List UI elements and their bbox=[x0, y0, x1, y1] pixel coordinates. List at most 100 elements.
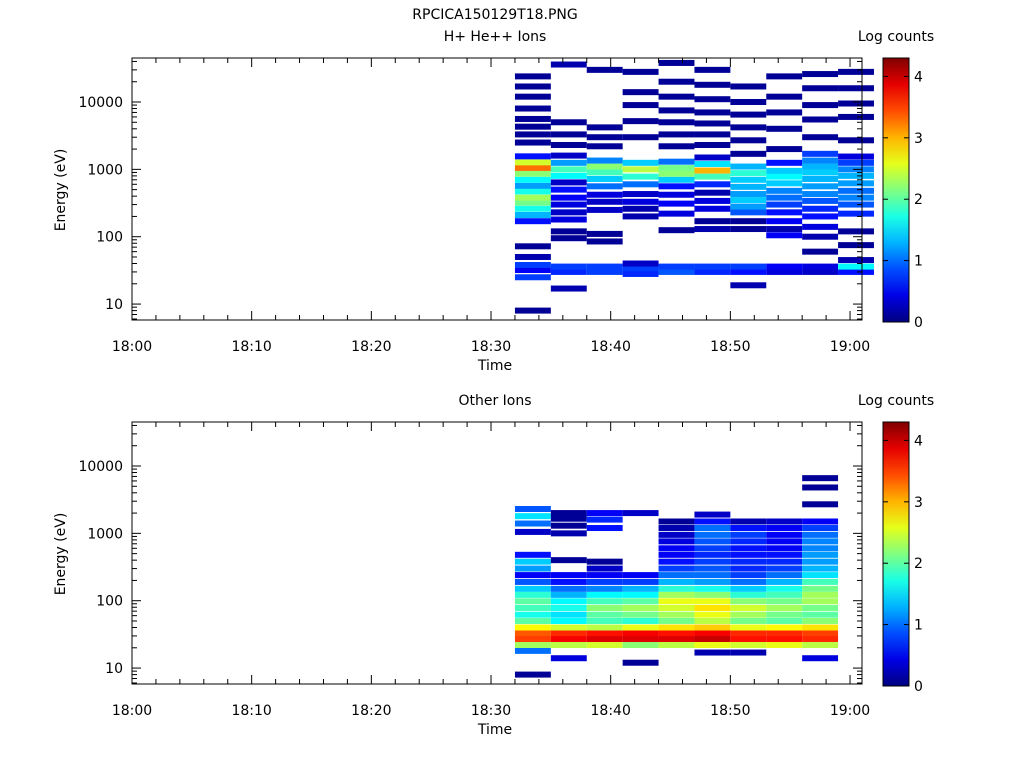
x-tick-label: 18:20 bbox=[351, 703, 391, 719]
heatmap-cell bbox=[550, 572, 587, 579]
heatmap-cell bbox=[586, 268, 623, 275]
heatmap-cell bbox=[622, 617, 659, 624]
heatmap-cell bbox=[658, 591, 695, 598]
heatmap-cell bbox=[766, 226, 803, 233]
heatmap-cell bbox=[802, 263, 839, 270]
heatmap-cell bbox=[766, 591, 803, 598]
heatmap-cell bbox=[802, 578, 839, 585]
heatmap-cell bbox=[694, 598, 731, 605]
heatmap-cell bbox=[766, 268, 803, 275]
heatmap-cell bbox=[586, 183, 623, 190]
heatmap-cell bbox=[550, 235, 587, 242]
heatmap-cell bbox=[766, 93, 803, 100]
heatmap-cell bbox=[802, 175, 839, 182]
heatmap-cell bbox=[802, 598, 839, 605]
heatmap-cell bbox=[766, 630, 803, 637]
heatmap-cell bbox=[550, 159, 587, 166]
heatmap-cell bbox=[802, 484, 839, 491]
heatmap-cell bbox=[838, 153, 874, 160]
heatmap-cell bbox=[550, 611, 587, 618]
heatmap-cell bbox=[802, 518, 839, 525]
heatmap-cell bbox=[658, 227, 695, 234]
heatmap-cell bbox=[586, 591, 623, 598]
heatmap-cell bbox=[730, 163, 767, 170]
panel-2-colorbar: 0 1 2 3 4 bbox=[882, 421, 923, 695]
heatmap-cell bbox=[766, 201, 803, 208]
heatmap-cell bbox=[694, 585, 731, 592]
heatmap-cell bbox=[658, 611, 695, 618]
heatmap-cell bbox=[802, 213, 839, 220]
panel-1-y-ticks: 10 100 1000 10000 bbox=[78, 60, 862, 320]
heatmap-cell bbox=[550, 179, 587, 186]
heatmap-cell bbox=[730, 545, 767, 552]
heatmap-cell bbox=[622, 659, 659, 666]
heatmap-cell bbox=[694, 109, 731, 116]
x-tick-label: 18:40 bbox=[591, 703, 631, 719]
heatmap-cell bbox=[550, 119, 587, 126]
heatmap-cell bbox=[730, 538, 767, 545]
heatmap-cell bbox=[586, 630, 623, 637]
heatmap-cell bbox=[802, 163, 839, 170]
heatmap-cell bbox=[730, 170, 767, 177]
heatmap-cell bbox=[838, 85, 874, 92]
heatmap-cell bbox=[766, 109, 803, 116]
heatmap-cell bbox=[802, 558, 839, 565]
heatmap-cell bbox=[802, 545, 839, 552]
y-tick-label: 10 bbox=[105, 661, 123, 677]
heatmap-cell bbox=[838, 68, 874, 75]
heatmap-cell bbox=[622, 578, 659, 585]
heatmap-cell bbox=[802, 71, 839, 78]
heatmap-cell bbox=[838, 194, 874, 201]
heatmap-cell bbox=[766, 173, 803, 180]
heatmap-cell bbox=[766, 167, 803, 174]
heatmap-cell bbox=[694, 538, 731, 545]
heatmap-cell bbox=[658, 93, 695, 100]
heatmap-cell bbox=[658, 518, 695, 525]
y-tick-label: 10000 bbox=[78, 95, 123, 111]
heatmap-cell bbox=[550, 617, 587, 624]
heatmap-cell bbox=[694, 551, 731, 558]
heatmap-cell bbox=[550, 630, 587, 637]
heatmap-cell bbox=[730, 268, 767, 275]
heatmap-cell bbox=[766, 565, 803, 572]
heatmap-cell bbox=[658, 630, 695, 637]
heatmap-cell bbox=[802, 205, 839, 212]
heatmap-cell bbox=[550, 578, 587, 585]
heatmap-cell bbox=[838, 242, 874, 249]
heatmap-cell bbox=[658, 531, 695, 538]
heatmap-cell bbox=[802, 636, 839, 643]
heatmap-cell bbox=[622, 572, 659, 579]
heatmap-cell bbox=[802, 102, 839, 109]
heatmap-cell bbox=[514, 115, 551, 122]
heatmap-cell bbox=[586, 66, 623, 73]
heatmap-cell bbox=[694, 181, 731, 188]
heatmap-cell bbox=[514, 159, 551, 166]
heatmap-cell bbox=[730, 111, 767, 118]
x-tick-label: 19:00 bbox=[830, 703, 870, 719]
heatmap-cell bbox=[730, 124, 767, 131]
heatmap-cell bbox=[550, 201, 587, 208]
heatmap-cell bbox=[514, 131, 551, 138]
x-tick-label: 18:50 bbox=[710, 339, 750, 355]
panel-2-x-axis-label: Time bbox=[477, 722, 513, 738]
heatmap-cell bbox=[730, 636, 767, 643]
heatmap-cell bbox=[802, 116, 839, 123]
x-tick-label: 18:20 bbox=[351, 339, 391, 355]
heatmap-cell bbox=[838, 201, 874, 208]
heatmap-cell bbox=[730, 565, 767, 572]
heatmap-cell bbox=[730, 183, 767, 190]
heatmap-cell bbox=[802, 604, 839, 611]
heatmap-cell bbox=[730, 531, 767, 538]
heatmap-cell bbox=[658, 263, 695, 270]
heatmap-cell bbox=[802, 585, 839, 592]
heatmap-cell bbox=[658, 119, 695, 126]
colorbar-tick-label: 0 bbox=[914, 315, 923, 331]
heatmap-cell bbox=[838, 263, 874, 270]
heatmap-cell bbox=[766, 624, 803, 631]
heatmap-cell bbox=[550, 131, 587, 138]
heatmap-cell bbox=[838, 172, 874, 179]
heatmap-cell bbox=[586, 572, 623, 579]
heatmap-cell bbox=[550, 285, 587, 292]
heatmap-cell bbox=[514, 307, 551, 314]
heatmap-cell bbox=[514, 123, 551, 130]
